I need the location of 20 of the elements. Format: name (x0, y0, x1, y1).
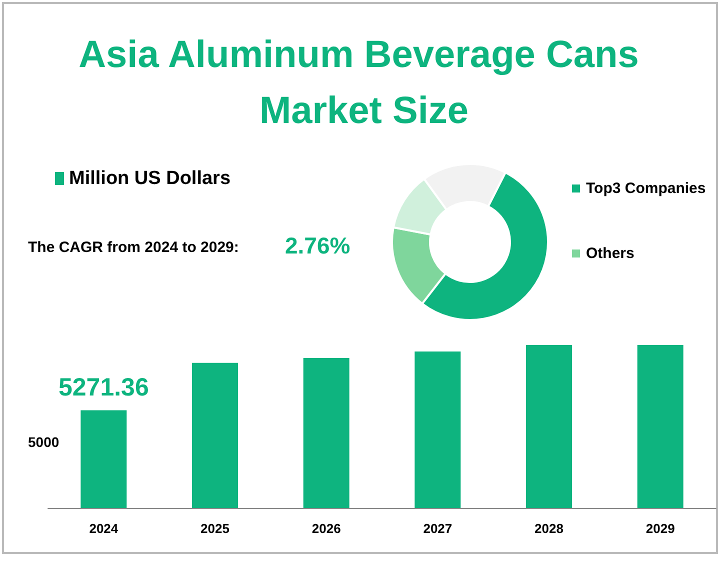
bar (192, 362, 238, 508)
bar (303, 358, 350, 508)
x-tick-label: 2024 (89, 521, 119, 536)
x-tick-label: 2025 (200, 521, 230, 536)
legend-label: Top3 Companies (586, 180, 706, 197)
annotation: 5271.36 (58, 374, 149, 402)
bar (637, 345, 684, 508)
chart-title: Asia Aluminum Beverage Cans Market Size (78, 34, 650, 132)
legend-label: Million US Dollars (69, 168, 231, 189)
text: 2.76% (285, 232, 350, 258)
text: The CAGR from 2024 to 2029: (28, 239, 239, 256)
x-tick-label: 2026 (312, 521, 341, 536)
x-tick-label: 2029 (646, 521, 675, 536)
x-tick-label: 2028 (534, 521, 564, 536)
annotation: 5000 (28, 434, 60, 450)
bar (526, 345, 572, 508)
legend-label: Others (586, 245, 634, 262)
x-tick-label: 2027 (423, 521, 452, 536)
bar (80, 410, 127, 508)
bar (414, 352, 461, 508)
